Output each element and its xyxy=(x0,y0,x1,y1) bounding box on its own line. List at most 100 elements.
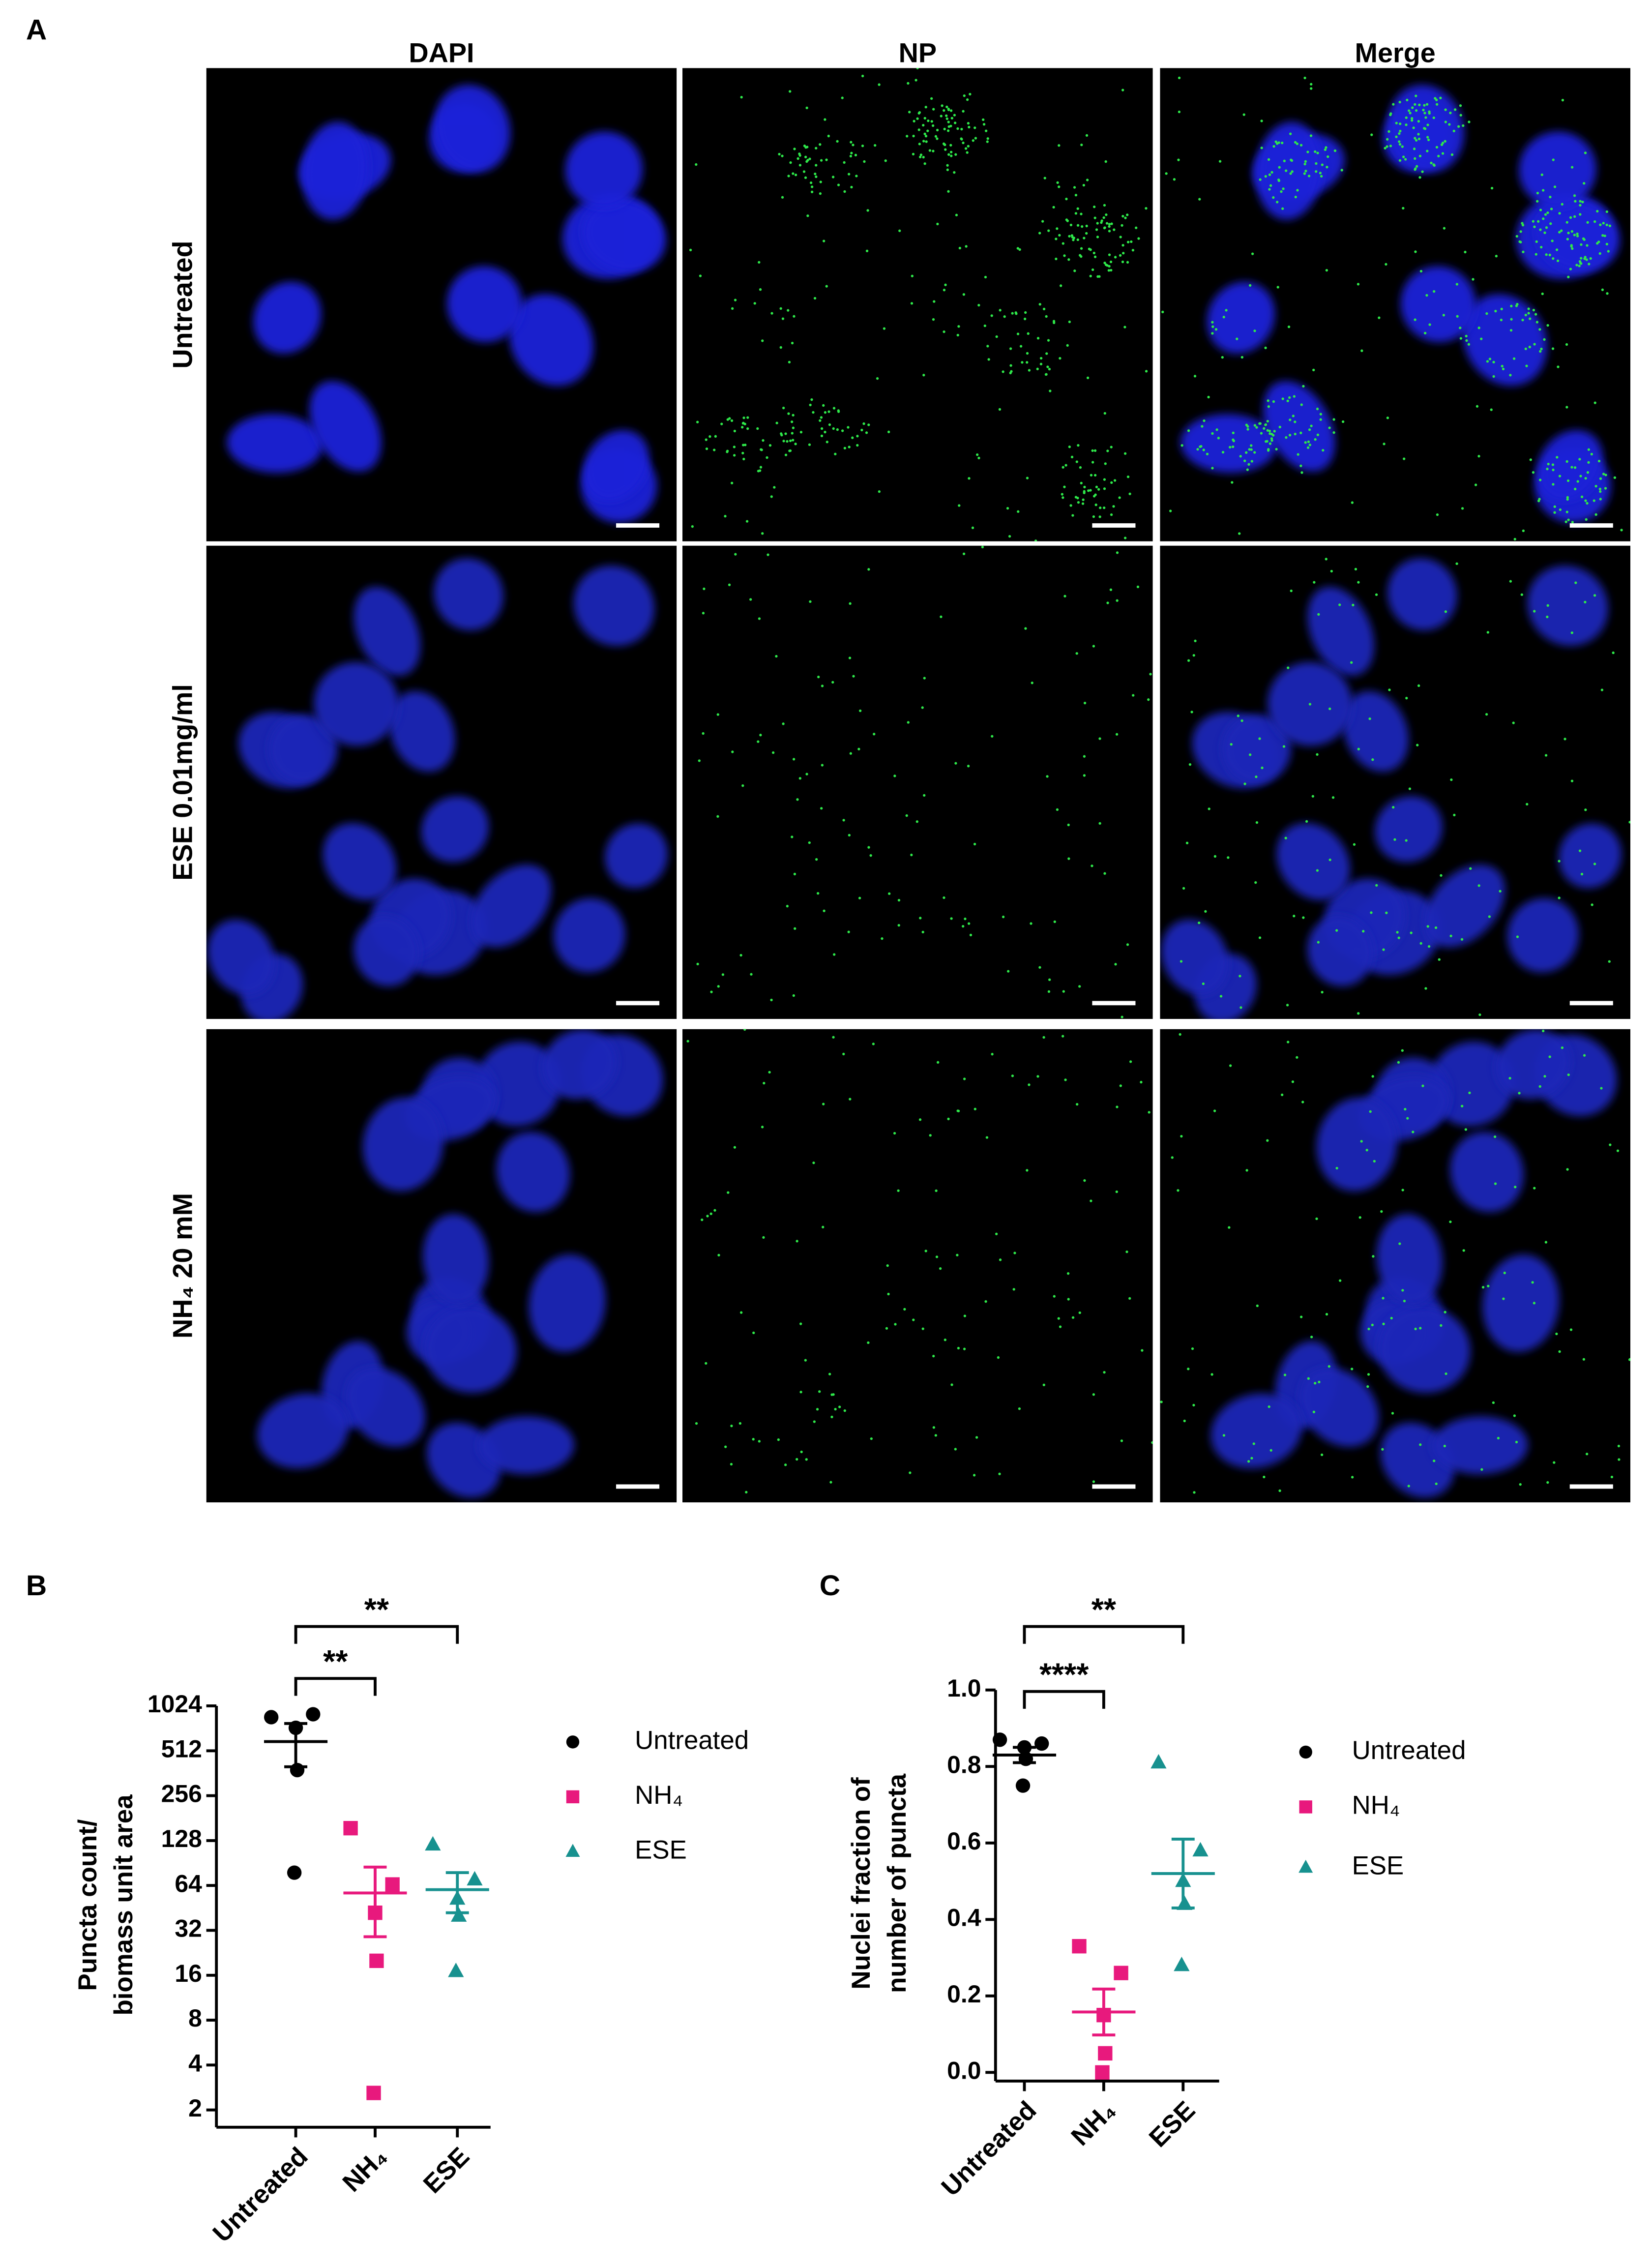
punctum xyxy=(1316,869,1319,872)
punctum xyxy=(810,185,814,188)
punctum xyxy=(770,312,773,315)
punctum xyxy=(1576,235,1579,238)
punctum xyxy=(1112,505,1115,508)
punctum xyxy=(1567,275,1570,278)
punctum xyxy=(831,176,835,179)
punctum xyxy=(1228,1226,1231,1229)
punctum xyxy=(1412,1131,1415,1133)
punctum xyxy=(1076,238,1079,241)
punctum xyxy=(1386,145,1388,148)
punctum xyxy=(1330,569,1333,573)
punctum xyxy=(1046,365,1049,368)
punctum xyxy=(956,1253,959,1256)
punctum xyxy=(968,477,971,480)
nucleus xyxy=(1161,919,1229,995)
punctum xyxy=(924,1250,927,1252)
punctum xyxy=(1255,426,1258,429)
punctum xyxy=(1416,744,1419,746)
punctum xyxy=(947,120,950,123)
punctum xyxy=(1468,120,1471,123)
punctum xyxy=(788,449,791,452)
punctum xyxy=(1462,124,1465,127)
punctum xyxy=(946,129,950,132)
punctum xyxy=(1320,175,1323,178)
punctum xyxy=(759,734,762,737)
punctum xyxy=(1587,448,1591,451)
punctum xyxy=(1395,121,1398,124)
punctum xyxy=(936,137,939,140)
y-tick-label: 64 xyxy=(175,1870,202,1897)
punctum xyxy=(1443,227,1446,230)
punctum xyxy=(1605,223,1608,227)
punctum xyxy=(852,675,855,678)
punctum xyxy=(1109,588,1113,591)
punctum xyxy=(1542,189,1545,192)
punctum xyxy=(1316,407,1319,411)
punctum xyxy=(1416,165,1418,168)
punctum xyxy=(1211,325,1214,328)
punctum xyxy=(1121,1015,1123,1018)
punctum xyxy=(867,423,870,426)
punctum xyxy=(1255,775,1258,778)
punctum xyxy=(1533,610,1536,613)
punctum xyxy=(1546,211,1549,214)
punctum xyxy=(1083,702,1087,705)
punctum xyxy=(1103,478,1106,481)
punctum xyxy=(1437,154,1440,158)
punctum xyxy=(1539,350,1542,353)
punctum xyxy=(1328,707,1331,711)
punctum xyxy=(726,450,729,453)
y-tick-label: 0.0 xyxy=(947,2057,981,2085)
punctum xyxy=(1019,345,1023,348)
punctum xyxy=(1423,127,1426,130)
punctum xyxy=(817,892,820,895)
punctum xyxy=(1312,1410,1316,1413)
punctum xyxy=(1529,317,1532,320)
punctum xyxy=(1509,329,1513,332)
punctum xyxy=(1300,403,1303,406)
punctum xyxy=(1046,775,1049,778)
punctum xyxy=(1490,186,1494,190)
punctum xyxy=(832,427,835,430)
punctum xyxy=(1587,461,1590,464)
punctum xyxy=(850,141,853,144)
punctum xyxy=(1239,975,1241,978)
punctum xyxy=(1531,1281,1534,1284)
punctum xyxy=(837,183,840,186)
punctum xyxy=(1412,126,1415,129)
punctum xyxy=(1500,307,1503,311)
punctum xyxy=(1427,138,1430,142)
punctum xyxy=(1070,455,1074,458)
punctum xyxy=(1317,941,1320,944)
punctum xyxy=(1584,808,1587,811)
punctum xyxy=(848,834,851,837)
punctum xyxy=(784,432,787,435)
punctum xyxy=(782,440,785,443)
punctum xyxy=(1444,140,1446,143)
punctum xyxy=(1552,158,1555,161)
punctum xyxy=(1266,419,1269,423)
punctum xyxy=(1302,385,1305,388)
punctum xyxy=(1436,103,1439,106)
nucleus xyxy=(496,1132,570,1212)
punctum xyxy=(739,1311,743,1314)
punctum xyxy=(1439,96,1442,99)
punctum xyxy=(1617,1444,1621,1448)
punctum xyxy=(1546,1481,1549,1484)
punctum xyxy=(1056,227,1059,230)
punctum xyxy=(1066,1272,1070,1275)
punctum xyxy=(1548,1055,1551,1058)
punctum xyxy=(750,973,753,976)
punctum xyxy=(734,553,737,556)
punctum xyxy=(1114,256,1117,259)
punctum xyxy=(1308,703,1312,706)
punctum xyxy=(967,145,970,148)
punctum xyxy=(745,520,749,523)
punctum xyxy=(1173,178,1176,181)
punctum xyxy=(1597,459,1601,463)
nucleus xyxy=(509,294,593,386)
punctum xyxy=(1600,688,1604,691)
punctum xyxy=(1332,431,1335,434)
punctum xyxy=(758,261,761,264)
